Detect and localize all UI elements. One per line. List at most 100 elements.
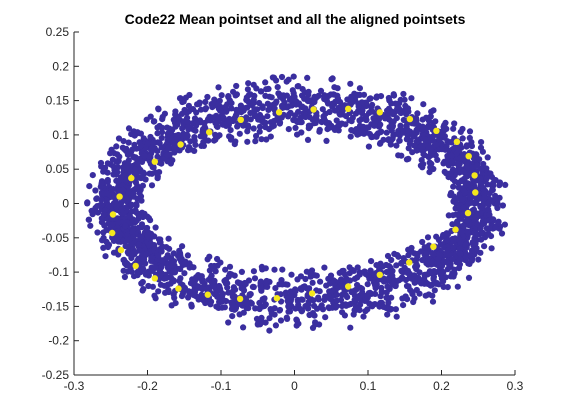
aligned-point — [335, 104, 342, 111]
aligned-point — [413, 147, 420, 154]
aligned-point — [108, 186, 115, 193]
aligned-point — [151, 242, 158, 249]
aligned-point — [158, 263, 165, 270]
y-tick-label: 0.1 — [52, 128, 69, 142]
aligned-point — [147, 133, 154, 141]
aligned-point — [441, 168, 448, 175]
aligned-point — [305, 88, 312, 95]
aligned-point — [460, 204, 467, 211]
aligned-point — [135, 255, 142, 262]
aligned-point — [336, 98, 344, 106]
aligned-point — [227, 136, 235, 143]
aligned-point — [233, 82, 240, 90]
aligned-point — [278, 92, 285, 99]
aligned-point — [192, 127, 199, 134]
aligned-point — [118, 206, 125, 213]
aligned-point — [366, 109, 373, 116]
aligned-point — [236, 130, 243, 137]
aligned-point — [384, 283, 391, 290]
aligned-point — [352, 110, 360, 117]
aligned-point — [362, 270, 369, 278]
aligned-point — [176, 247, 183, 254]
aligned-point — [115, 135, 123, 142]
aligned-point — [148, 182, 156, 189]
aligned-point — [462, 241, 469, 248]
aligned-point — [492, 224, 499, 231]
y-tick-label: 0.15 — [46, 94, 70, 108]
aligned-point — [390, 92, 398, 99]
aligned-point — [380, 278, 387, 285]
aligned-point — [450, 198, 457, 205]
aligned-point — [480, 160, 487, 168]
aligned-point — [104, 178, 111, 185]
mean-point — [406, 115, 414, 123]
aligned-point — [450, 125, 457, 132]
aligned-point — [443, 230, 450, 237]
aligned-point — [214, 255, 221, 263]
aligned-point — [150, 140, 157, 147]
aligned-point — [311, 98, 318, 106]
aligned-point — [440, 278, 447, 285]
aligned-point — [450, 244, 457, 251]
aligned-point — [356, 271, 363, 278]
aligned-point — [387, 264, 394, 271]
aligned-point — [279, 281, 286, 288]
aligned-point — [134, 185, 141, 192]
aligned-point — [139, 182, 146, 189]
aligned-point — [360, 130, 368, 137]
aligned-point — [113, 143, 120, 150]
aligned-point — [427, 269, 434, 276]
aligned-point — [425, 143, 432, 150]
aligned-point — [266, 102, 273, 109]
aligned-point — [233, 106, 240, 113]
aligned-point — [120, 138, 127, 145]
aligned-point — [225, 93, 232, 100]
aligned-point — [274, 84, 281, 91]
aligned-point — [429, 258, 436, 265]
aligned-point — [312, 319, 319, 326]
aligned-point — [377, 121, 384, 128]
aligned-point — [295, 320, 302, 327]
mean-point — [376, 109, 383, 116]
aligned-point — [139, 255, 146, 262]
aligned-point — [140, 286, 147, 293]
aligned-point — [478, 236, 485, 243]
aligned-point — [469, 240, 477, 247]
aligned-point — [438, 131, 445, 139]
aligned-point — [398, 152, 405, 159]
aligned-point — [244, 138, 251, 145]
aligned-point — [152, 264, 159, 271]
aligned-point — [126, 213, 133, 220]
aligned-point — [125, 261, 132, 269]
aligned-point — [86, 183, 93, 190]
aligned-point — [460, 186, 467, 194]
mean-point — [452, 226, 459, 233]
aligned-point — [246, 291, 253, 298]
aligned-point — [414, 110, 421, 117]
aligned-point — [413, 286, 420, 294]
aligned-point — [484, 181, 491, 188]
aligned-point — [475, 256, 482, 263]
aligned-point — [184, 124, 192, 131]
aligned-point — [384, 311, 391, 318]
aligned-point — [219, 121, 227, 128]
aligned-point — [175, 131, 182, 139]
aligned-point — [157, 236, 164, 243]
aligned-point — [298, 308, 305, 315]
aligned-point — [135, 224, 142, 231]
mean-point — [206, 129, 213, 136]
aligned-point — [158, 134, 165, 141]
aligned-point — [294, 276, 301, 283]
aligned-point — [152, 224, 159, 231]
aligned-point — [257, 88, 264, 95]
aligned-point — [292, 124, 299, 131]
aligned-point — [251, 110, 258, 117]
aligned-point — [230, 88, 237, 95]
aligned-point — [396, 137, 403, 144]
aligned-point — [157, 281, 164, 288]
aligned-point — [385, 110, 392, 117]
aligned-point — [138, 233, 145, 240]
aligned-point — [196, 99, 203, 106]
x-tick-label: 0 — [291, 379, 298, 393]
mean-point — [273, 295, 281, 302]
